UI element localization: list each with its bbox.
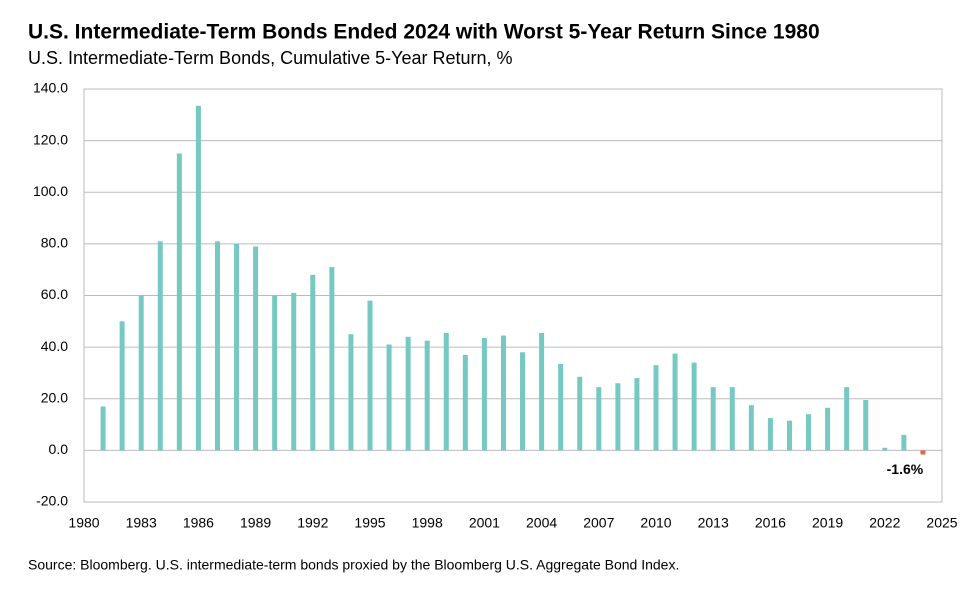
x-tick-label: 2022 (869, 515, 900, 531)
x-tick-label: 1980 (68, 515, 99, 531)
x-tick-label: 2010 (640, 515, 671, 531)
x-tick-label: 1998 (412, 515, 443, 531)
x-tick-label: 2025 (926, 515, 957, 531)
bar (176, 153, 182, 451)
bar (386, 344, 392, 451)
bar (462, 354, 468, 451)
bar (138, 295, 144, 451)
bar (329, 267, 335, 451)
bar (596, 387, 602, 451)
bar (520, 352, 526, 451)
x-tick-label: 2013 (698, 515, 729, 531)
bar (558, 363, 564, 451)
bar (653, 365, 659, 451)
bar (272, 295, 278, 451)
bar (539, 332, 545, 451)
x-tick-label: 1986 (183, 515, 214, 531)
bar (367, 300, 373, 451)
x-tick-label: 2004 (526, 515, 557, 531)
bar (443, 332, 449, 451)
y-tick-label: 20.0 (41, 389, 68, 405)
y-tick-label: -20.0 (36, 493, 68, 509)
bar (748, 405, 754, 451)
bar (729, 387, 735, 451)
y-tick-label: 60.0 (41, 286, 68, 302)
bar (348, 334, 354, 451)
bar (786, 420, 792, 451)
chart-title: U.S. Intermediate-Term Bonds Ended 2024 … (28, 21, 820, 44)
bar (577, 376, 583, 451)
bar (901, 434, 907, 451)
x-tick-label: 1983 (126, 515, 157, 531)
bar (634, 378, 640, 451)
bar (767, 418, 773, 451)
y-tick-label: 40.0 (41, 338, 68, 354)
chart-subtitle: U.S. Intermediate-Term Bonds, Cumulative… (28, 48, 513, 68)
bar (710, 387, 716, 451)
bar (424, 340, 430, 451)
bar (672, 353, 678, 451)
x-tick-label: 2001 (469, 515, 500, 531)
bar (119, 321, 125, 451)
bar (615, 383, 621, 451)
x-tick-label: 2007 (583, 515, 614, 531)
x-tick-label: 1989 (240, 515, 271, 531)
bar (691, 362, 697, 451)
bar (291, 292, 297, 451)
x-tick-label: 2019 (812, 515, 843, 531)
bar (500, 335, 506, 451)
y-tick-label: 140.0 (33, 80, 68, 96)
y-tick-label: 0.0 (49, 441, 69, 457)
bar (157, 241, 163, 451)
bar (882, 447, 888, 451)
x-tick-label: 1995 (354, 515, 385, 531)
bar (806, 414, 812, 451)
bar (100, 406, 106, 451)
x-tick-label: 1992 (297, 515, 328, 531)
bar (405, 336, 411, 451)
y-tick-label: 100.0 (33, 183, 68, 199)
source-note: Source: Bloomberg. U.S. intermediate-ter… (28, 557, 679, 573)
bar (253, 246, 259, 451)
bar (825, 407, 831, 451)
bar (234, 243, 240, 451)
bar (214, 241, 220, 451)
y-tick-label: 80.0 (41, 235, 68, 251)
y-tick-label: 120.0 (33, 131, 68, 147)
bar (195, 105, 201, 451)
x-tick-label: 2016 (755, 515, 786, 531)
bar (310, 274, 316, 451)
bar (481, 338, 487, 451)
bar (920, 450, 926, 455)
value-label: -1.6% (887, 461, 924, 477)
bar (844, 387, 850, 451)
bar (863, 400, 869, 451)
